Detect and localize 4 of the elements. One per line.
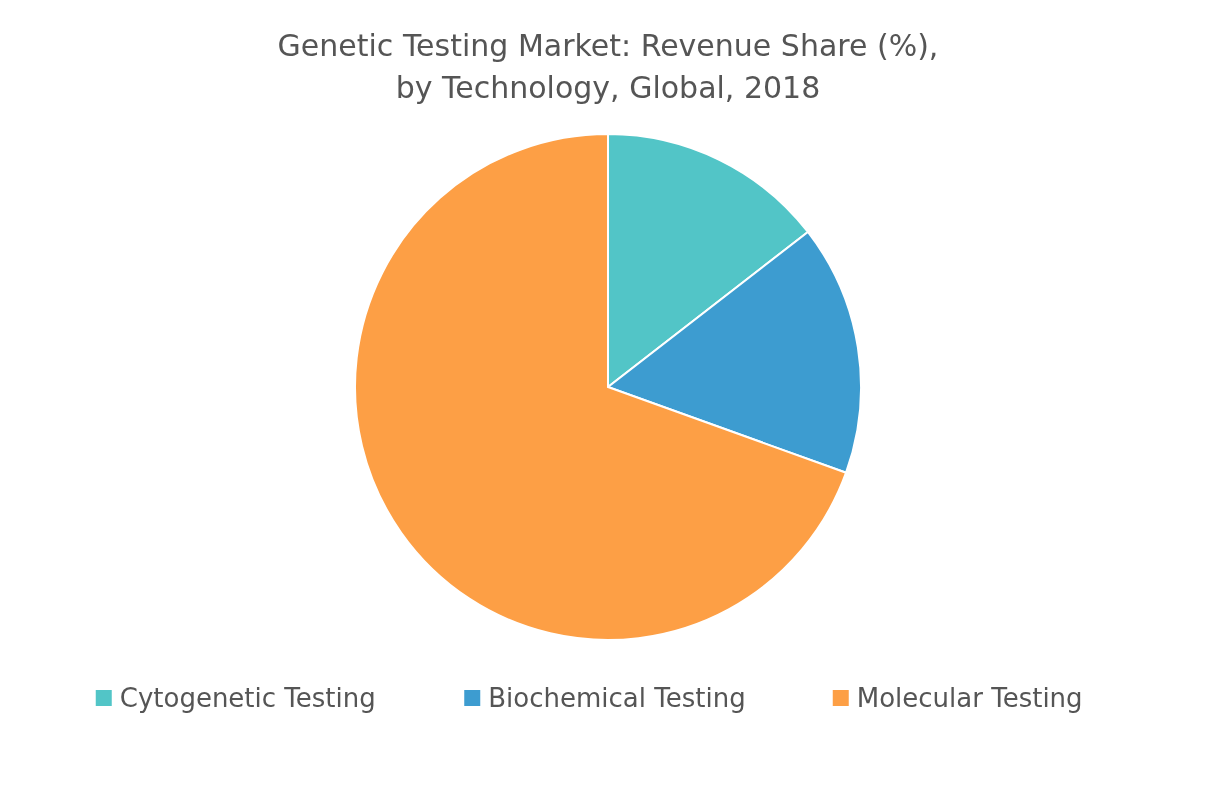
legend-label: Molecular Testing xyxy=(856,683,1083,713)
chart-title: Genetic Testing Market: Revenue Share (%), by Technology, Global, 2018 xyxy=(277,28,939,105)
legend-label: Biochemical Testing xyxy=(488,683,746,713)
legend-label: Cytogenetic Testing xyxy=(119,683,376,713)
